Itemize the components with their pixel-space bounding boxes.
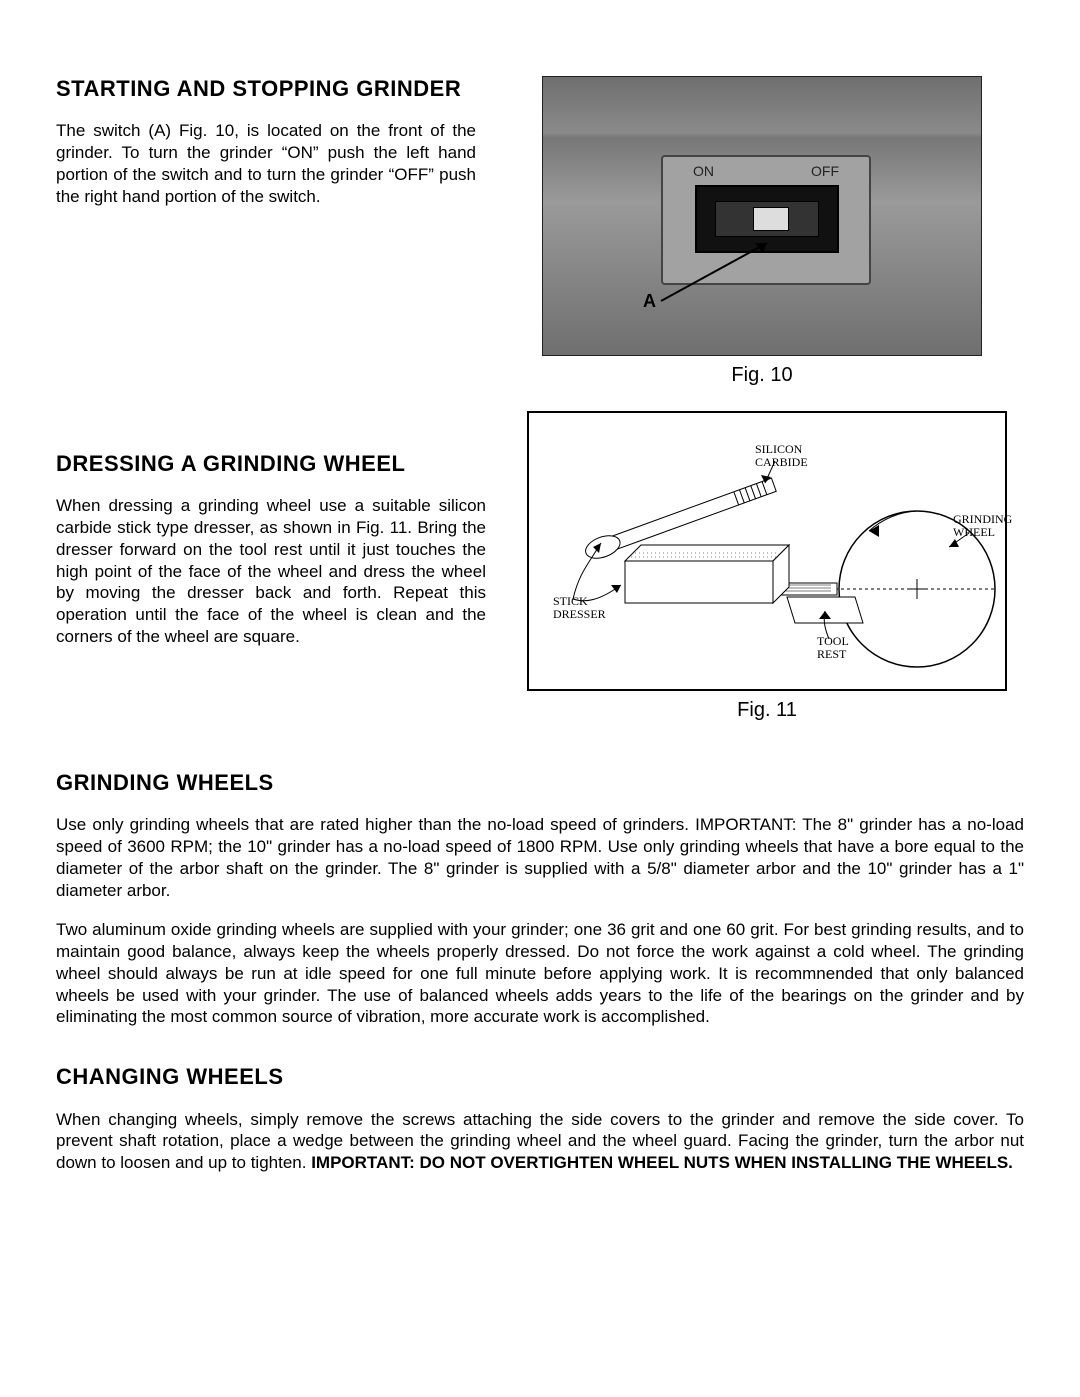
fig10-pointer-label: A — [643, 291, 656, 312]
section3-heading: GRINDING WHEELS — [56, 770, 1024, 796]
fig10-on-label: ON — [693, 163, 714, 179]
fig11-label-silicon: SILICON CARBIDE — [755, 443, 808, 468]
section-grinding-wheels: GRINDING WHEELS Use only grinding wheels… — [56, 770, 1024, 1028]
fig11-label-stick: STICK DRESSER — [553, 595, 606, 620]
section1-body: The switch (A) Fig. 10, is located on th… — [56, 120, 476, 207]
section2-body: When dressing a grinding wheel use a sui… — [56, 495, 486, 647]
figure-10-image: ON OFF A — [542, 76, 982, 356]
section4-heading: CHANGING WHEELS — [56, 1064, 1024, 1090]
section1-heading: STARTING AND STOPPING GRINDER — [56, 76, 476, 102]
section4-body: When changing wheels, simply remove the … — [56, 1109, 1024, 1174]
fig10-pointer-line — [655, 239, 785, 309]
figure-10-column: ON OFF A Fig. 10 — [500, 76, 1024, 387]
fig11-label-tool: TOOL REST — [817, 635, 849, 660]
figure-11-diagram: SILICON CARBIDE GRINDING WHEEL STICK DRE… — [527, 411, 1007, 691]
section2-heading: DRESSING A GRINDING WHEEL — [56, 451, 486, 477]
section1-text: STARTING AND STOPPING GRINDER The switch… — [56, 76, 476, 387]
fig11-label-grinding: GRINDING WHEEL — [953, 513, 1012, 538]
section4-body-bold: IMPORTANT: DO NOT OVERTIGHTEN WHEEL NUTS… — [311, 1153, 1013, 1172]
section-dressing: DRESSING A GRINDING WHEEL When dressing … — [56, 411, 1024, 722]
section2-text: DRESSING A GRINDING WHEEL When dressing … — [56, 411, 486, 722]
section-starting-stopping: STARTING AND STOPPING GRINDER The switch… — [56, 76, 1024, 387]
figure-10-caption: Fig. 10 — [731, 364, 792, 387]
section3-p2: Two aluminum oxide grinding wheels are s… — [56, 919, 1024, 1028]
section3-p1: Use only grinding wheels that are rated … — [56, 814, 1024, 901]
fig10-rocker — [753, 207, 789, 231]
section-changing-wheels: CHANGING WHEELS When changing wheels, si… — [56, 1064, 1024, 1174]
fig10-off-label: OFF — [811, 163, 839, 179]
figure-11-caption: Fig. 11 — [527, 699, 1007, 722]
figure-11-column: SILICON CARBIDE GRINDING WHEEL STICK DRE… — [510, 411, 1024, 722]
